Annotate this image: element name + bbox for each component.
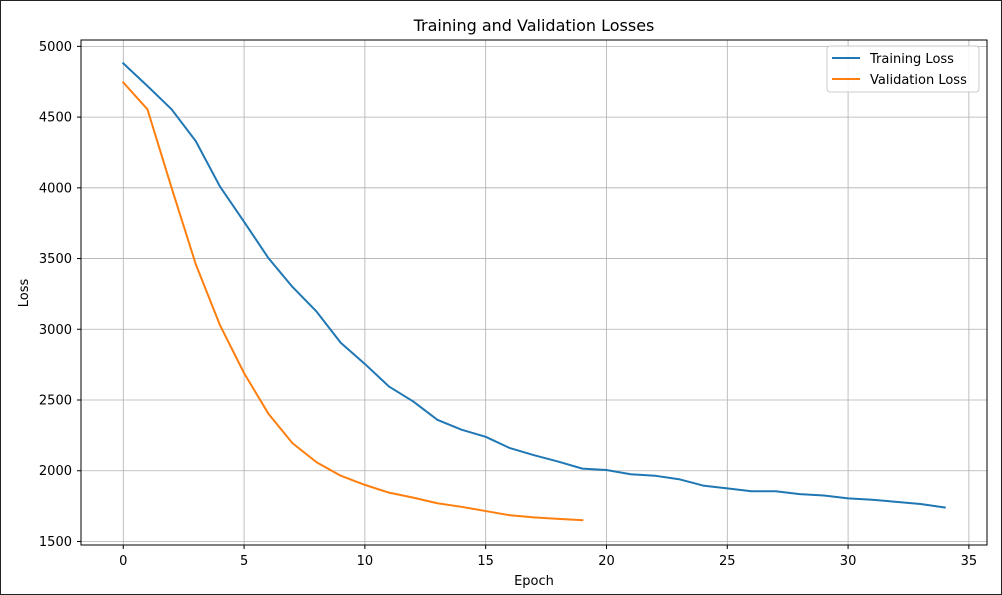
grid-lines <box>81 40 987 545</box>
series-lines <box>121 61 946 522</box>
x-tick-label: 35 <box>961 554 978 569</box>
x-tick-label: 15 <box>477 554 494 569</box>
series-line-training-loss <box>121 61 946 509</box>
x-axis-label: Epoch <box>514 574 554 589</box>
y-tick-label: 4500 <box>39 111 72 126</box>
plot-area-frame <box>80 39 988 546</box>
series-line-validation-loss <box>121 81 584 522</box>
y-axis-label: Loss <box>17 279 32 308</box>
y-tick-label: 3000 <box>39 323 72 338</box>
legend-label-training-loss: Training Loss <box>869 52 954 67</box>
y-tick-label: 3500 <box>39 252 72 267</box>
y-tick-label: 2000 <box>39 464 72 479</box>
y-tick-label: 2500 <box>39 394 72 409</box>
y-tick-label: 1500 <box>39 535 72 550</box>
legend-label-validation-loss: Validation Loss <box>870 73 967 88</box>
axis-ticks: 0 5 10 15 20 25 30 35 1500 2000 2500 3000 3500 4000 45… <box>39 40 977 569</box>
chart-title: Training and Validation Losses <box>413 16 655 35</box>
legend-box <box>826 45 980 93</box>
x-tick-label: 5 <box>240 554 248 569</box>
y-tick-label: 4000 <box>39 181 72 196</box>
y-tick-label: 5000 <box>39 40 72 55</box>
x-tick-label: 20 <box>598 554 615 569</box>
x-tick-label: 10 <box>357 554 374 569</box>
legend: Training Loss Validation Loss <box>826 45 980 93</box>
x-tick-label: 0 <box>119 554 127 569</box>
x-tick-label: 25 <box>719 554 736 569</box>
x-tick-label: 30 <box>840 554 857 569</box>
